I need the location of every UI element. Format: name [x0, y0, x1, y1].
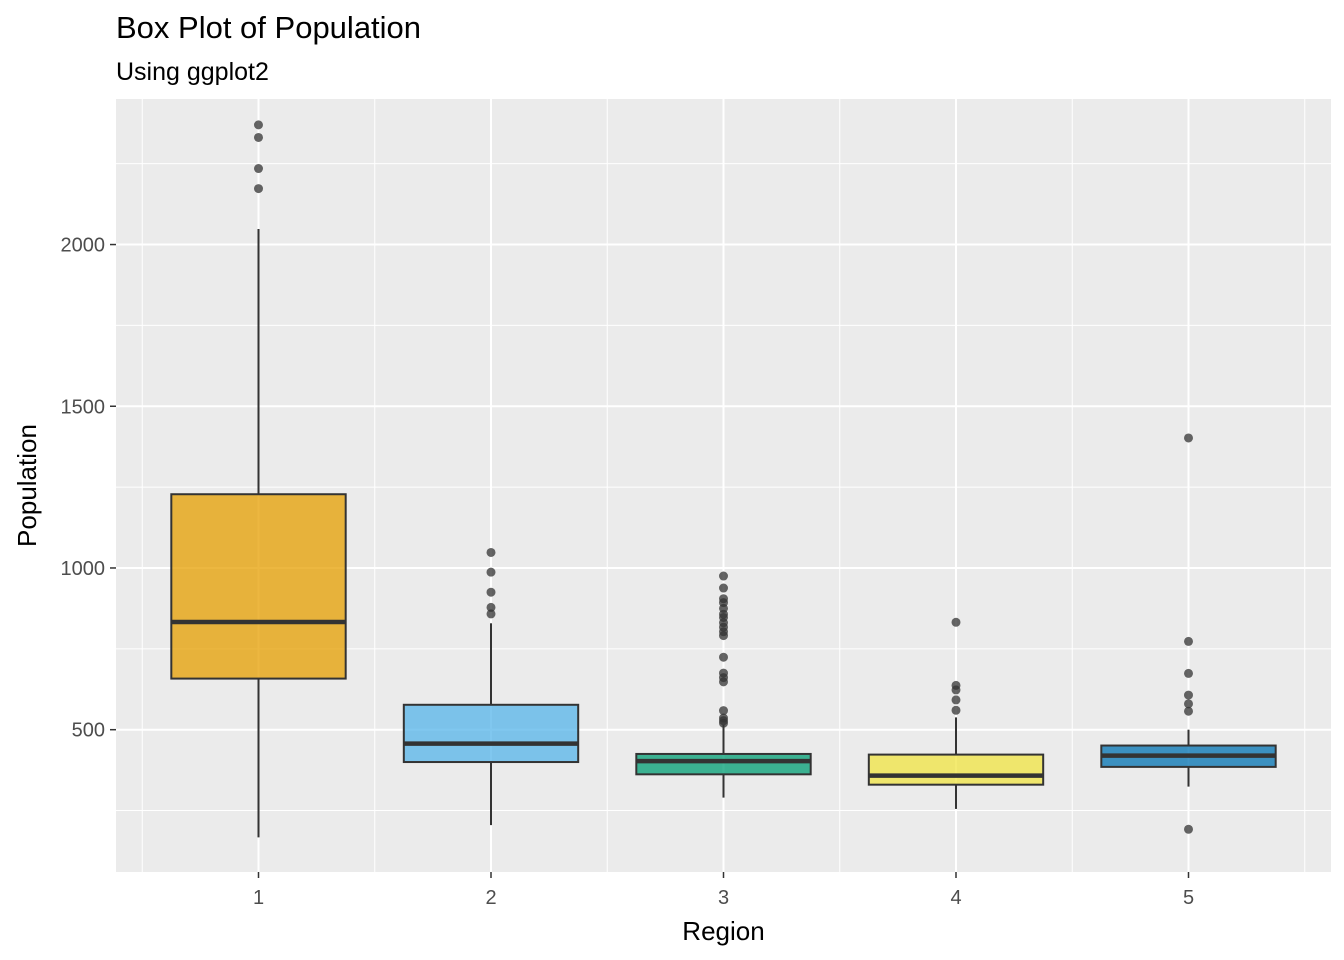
- x-axis-title: Region: [682, 916, 764, 946]
- box-iqr: [635, 752, 812, 776]
- box-iqr: [867, 753, 1045, 786]
- box-2: [402, 547, 580, 826]
- outlier-point: [486, 587, 496, 597]
- box-iqr: [402, 703, 580, 764]
- box-series: [170, 120, 1277, 838]
- outlier-point: [254, 120, 263, 130]
- outlier-point: [719, 652, 728, 662]
- outlier-point: [486, 602, 496, 612]
- y-tick-label: 1500: [61, 396, 106, 418]
- outlier-point: [1184, 699, 1193, 709]
- x-tick-labels: 1 2 3 4 5: [253, 887, 1194, 909]
- y-tick-label: 500: [72, 720, 105, 742]
- x-tick-label: 1: [253, 887, 264, 909]
- outlier-point: [719, 713, 728, 723]
- box-5: [1100, 433, 1277, 834]
- outlier-point: [1184, 668, 1193, 678]
- x-tick-label: 2: [485, 887, 496, 909]
- outlier-point: [486, 609, 496, 619]
- x-tick-label: 4: [950, 887, 961, 909]
- box-3: [635, 571, 812, 798]
- x-tick-label: 5: [1183, 887, 1194, 909]
- chart-title: Box Plot of Population: [116, 10, 422, 45]
- outlier-point: [951, 680, 961, 690]
- axis-ticks: [110, 243, 1190, 878]
- outlier-point: [1184, 690, 1193, 700]
- outlier-point: [486, 567, 496, 577]
- outlier-point: [486, 547, 496, 557]
- outlier-point: [719, 706, 728, 716]
- y-tick-labels: 500 1000 1500 2000: [61, 235, 106, 742]
- outlier-point: [1184, 824, 1193, 834]
- y-tick-label: 1000: [61, 558, 106, 580]
- chart-subtitle: Using ggplot2: [116, 58, 269, 86]
- y-tick-label: 2000: [61, 235, 106, 257]
- x-tick-label: 3: [718, 887, 729, 909]
- outlier-point: [719, 668, 728, 678]
- outlier-point: [719, 594, 728, 604]
- y-axis-title: Population: [12, 424, 42, 547]
- outlier-point: [254, 184, 263, 194]
- outlier-point: [254, 132, 263, 142]
- box-iqr: [170, 493, 347, 680]
- box-1: [170, 120, 347, 838]
- outlier-point: [719, 583, 728, 593]
- outlier-point: [951, 617, 961, 627]
- box-4: [867, 617, 1045, 809]
- outlier-point: [719, 571, 728, 581]
- outlier-point: [1184, 706, 1193, 716]
- outlier-point: [951, 695, 961, 705]
- outlier-point: [254, 164, 263, 174]
- outlier-point: [1184, 433, 1193, 443]
- outlier-point: [1184, 636, 1193, 646]
- outlier-point: [951, 705, 961, 715]
